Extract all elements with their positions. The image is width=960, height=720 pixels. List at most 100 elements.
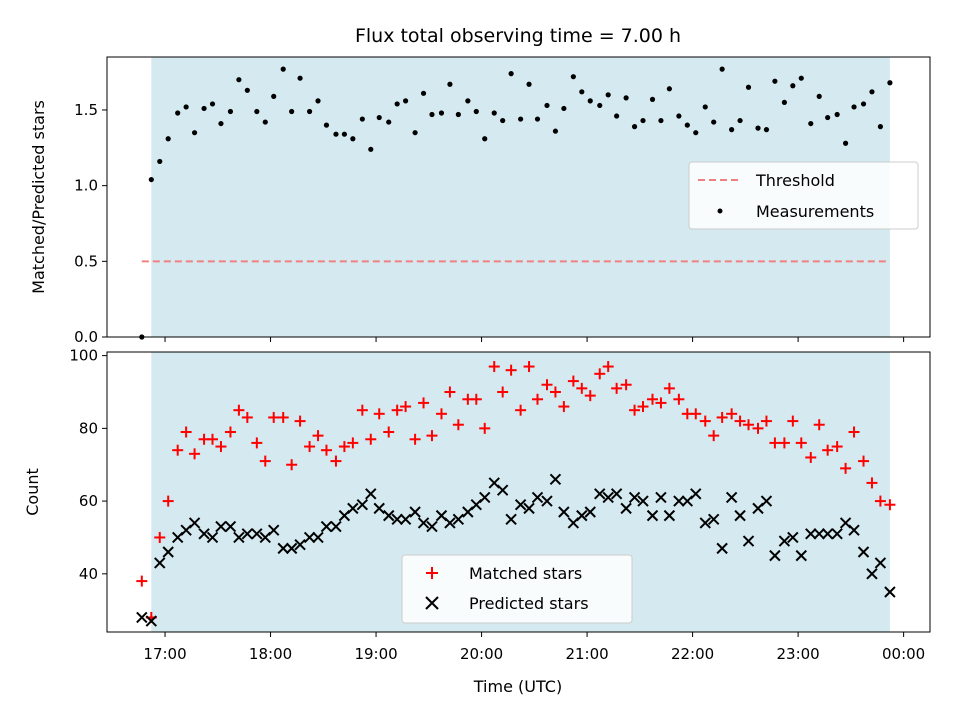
- predicted-star-point: [655, 491, 667, 504]
- matched-star-point: [286, 459, 298, 471]
- chart-title: Flux total observing time = 7.00 h: [355, 25, 681, 47]
- predicted-star-point: [541, 495, 553, 507]
- matched-star-point: [268, 411, 280, 423]
- matched-star-point: [426, 430, 438, 442]
- matched-star-point: [760, 415, 772, 427]
- matched-star-point: [637, 401, 649, 413]
- predicted-star-point: [725, 491, 738, 504]
- predicted-star-point: [690, 488, 702, 500]
- x-tick-label: 18:00: [249, 645, 292, 663]
- matched-star-point: [594, 368, 606, 380]
- matched-star-point: [673, 393, 685, 405]
- predicted-star-point: [620, 502, 632, 515]
- predicted-star-point: [426, 520, 438, 533]
- predicted-star-point: [373, 502, 385, 515]
- matched-star-point: [277, 411, 289, 423]
- x-axis-label: Time (UTC): [473, 677, 562, 696]
- measurement-point: [640, 117, 646, 124]
- y-tick-label: 60: [79, 492, 98, 510]
- predicted-star-point: [866, 568, 878, 580]
- measurement-point: [631, 124, 638, 130]
- predicted-star-point: [637, 495, 649, 507]
- measurement-point: [438, 110, 445, 116]
- measurement-point: [579, 89, 585, 95]
- predicted-star-point: [760, 495, 773, 507]
- matched-star-point: [320, 444, 332, 456]
- matched-star-point: [304, 441, 316, 453]
- predicted-star-point: [884, 586, 896, 598]
- predicted-star-point: [417, 517, 430, 529]
- matched-star-point: [312, 430, 324, 442]
- matched-star-point: [743, 419, 755, 431]
- predicted-star-point: [874, 557, 887, 569]
- matched-star-point: [497, 386, 509, 398]
- predicted-star-point: [496, 484, 509, 496]
- matched-star-point: [576, 382, 588, 394]
- measurement-point: [473, 108, 479, 115]
- matched-star-point: [172, 444, 184, 456]
- x-tick-label: 23:00: [776, 645, 819, 663]
- predicted-star-point: [769, 549, 781, 562]
- measurement-point: [534, 116, 541, 122]
- matched-star-point: [224, 426, 236, 438]
- measurement-point: [394, 101, 400, 107]
- measurement-point: [587, 98, 593, 104]
- y-tick-label: 80: [79, 419, 98, 437]
- measurement-point: [183, 104, 189, 110]
- measurement-point: [333, 131, 339, 137]
- matched-star-point: [488, 361, 500, 373]
- predicted-star-point: [673, 495, 685, 507]
- measurement-point: [605, 92, 611, 98]
- measurement-point: [368, 146, 374, 152]
- matched-star-point: [189, 448, 201, 460]
- matched-star-point: [251, 437, 263, 449]
- matched-star-point: [207, 433, 219, 445]
- matched-star-point: [813, 419, 825, 431]
- predicted-star-point: [154, 557, 166, 569]
- measurement-point: [702, 104, 708, 110]
- predicted-star-point: [356, 499, 369, 511]
- matched-star-point: [716, 411, 728, 423]
- matched-star-point: [505, 364, 517, 376]
- predicted-star-point: [233, 531, 245, 544]
- legend-measurements-swatch: [717, 208, 723, 214]
- top-legend-box: [688, 161, 919, 230]
- top-panel: Flux total observing time = 7.00 h 0.00.…: [29, 25, 931, 346]
- legend-predicted-swatch: [425, 596, 439, 610]
- measurement-point: [518, 116, 524, 122]
- measurement-point: [376, 114, 382, 121]
- matched-star-point: [383, 426, 395, 438]
- matched-star-point: [373, 408, 385, 420]
- measurement-point: [869, 89, 875, 95]
- predicted-star-point: [303, 531, 316, 544]
- matched-star-point: [531, 393, 543, 405]
- bottom-panel: 40 60 80 100 17:00 18:00 19:00 20:00 21:00 22:00…: [23, 347, 931, 696]
- measurement-point: [297, 75, 303, 81]
- measurement-point: [315, 98, 321, 104]
- predicted-star-point: [409, 506, 421, 518]
- matched-star-point: [136, 575, 148, 587]
- matched-star-point: [708, 430, 720, 442]
- predicted-star-point: [663, 509, 676, 522]
- matched-star-point: [452, 419, 464, 431]
- predicted-star-point: [215, 520, 227, 533]
- matched-star-point: [241, 411, 253, 423]
- predicted-star-point: [188, 517, 201, 529]
- matched-star-point: [848, 426, 860, 438]
- measurement-point: [157, 158, 163, 165]
- measurement-point: [834, 111, 840, 118]
- matched-star-point: [435, 408, 447, 420]
- top-axes-frame: [106, 56, 931, 338]
- predicted-star-point: [241, 528, 254, 540]
- predicted-star-point: [162, 546, 174, 558]
- bottom-y-label: Count: [23, 468, 42, 516]
- measurement-point: [236, 77, 242, 83]
- predicted-star-point: [224, 520, 237, 533]
- predicted-star-point: [646, 509, 659, 522]
- legend-measurements-label: Measurements: [756, 202, 874, 221]
- predicted-star-point: [778, 535, 791, 547]
- measurement-point: [447, 81, 453, 87]
- matched-star-point: [180, 426, 192, 438]
- matched-star-point: [154, 531, 166, 543]
